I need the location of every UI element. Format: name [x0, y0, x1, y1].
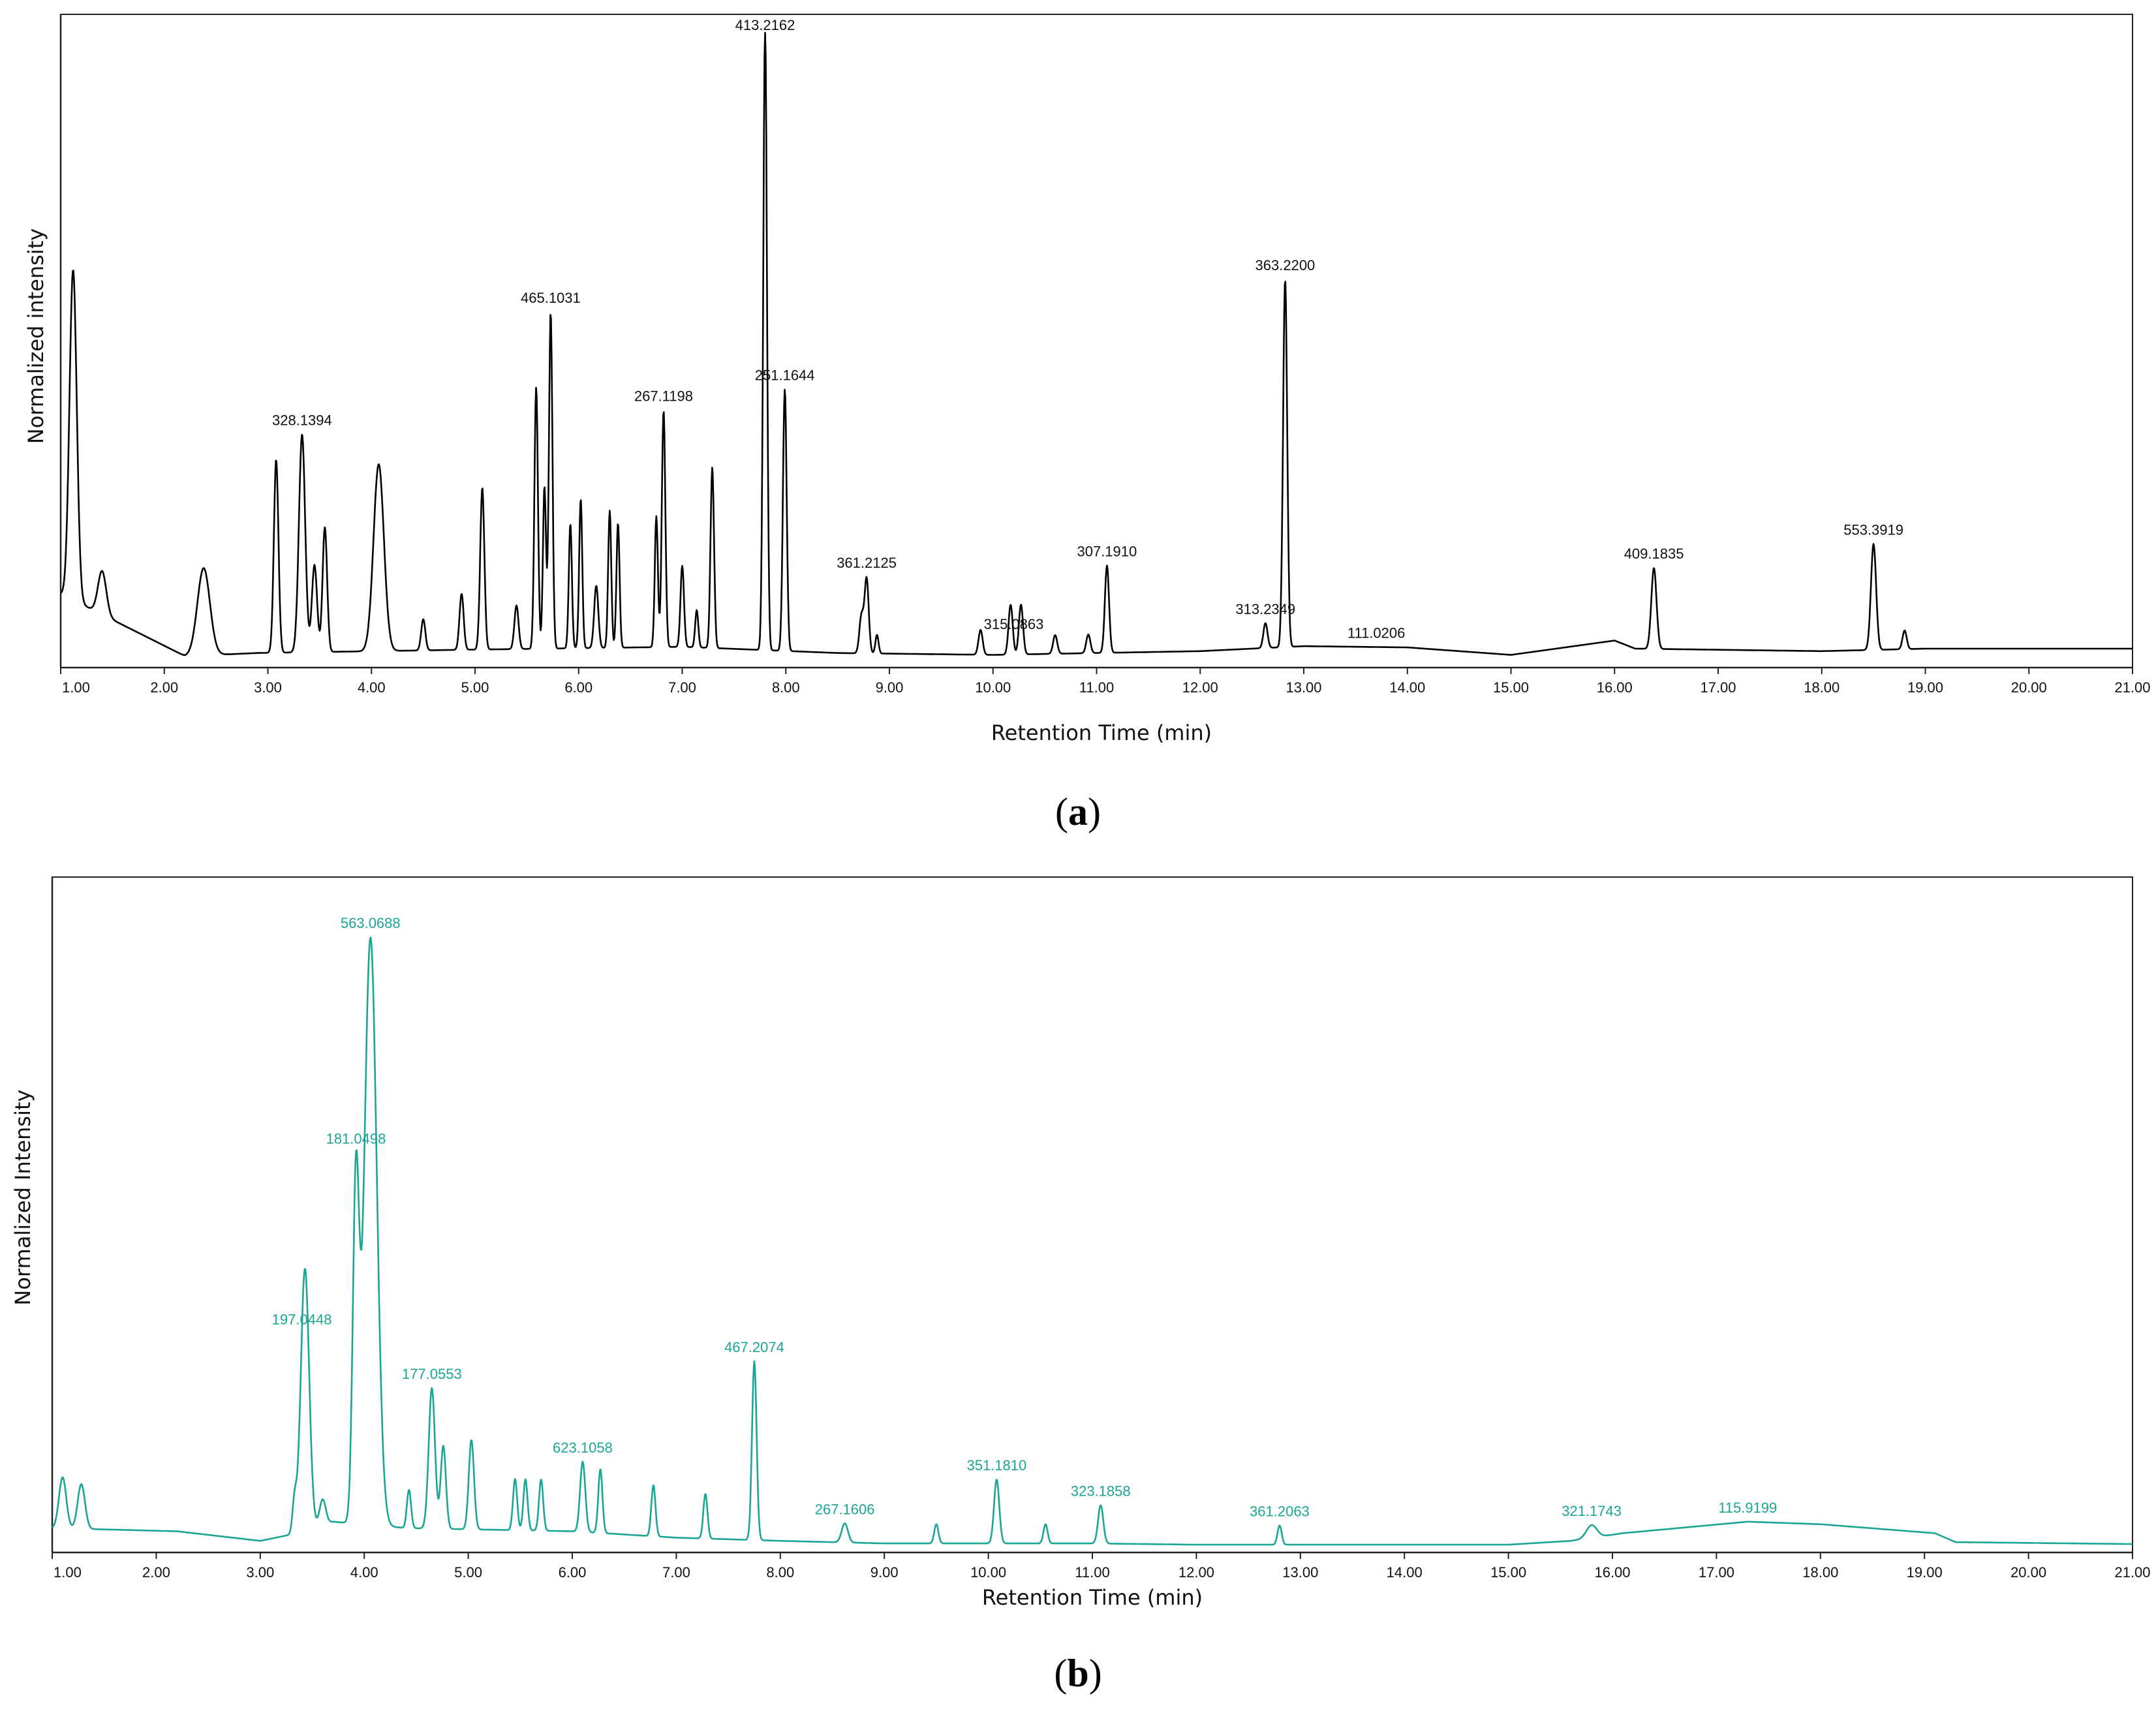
x-tick-label: 4.00 [358, 679, 386, 696]
peak-label: 553.3919 [1843, 522, 1903, 538]
peak-label: 328.1394 [272, 412, 332, 428]
peak-label: 363.2200 [1255, 257, 1316, 273]
peak-label: 307.1910 [1077, 544, 1137, 560]
x-tick-label: 20.00 [2011, 679, 2047, 696]
chromatogram-trace-b [52, 936, 2133, 1546]
peak-label: 181.0498 [326, 1131, 386, 1147]
x-tick-label: 6.00 [564, 679, 593, 696]
x-tick-label: 7.00 [668, 679, 696, 696]
peak-label: 623.1058 [553, 1440, 613, 1456]
x-tick-label: 14.00 [1387, 1564, 1423, 1581]
peak-label: 177.0553 [402, 1366, 462, 1382]
x-ticks-b: 1.00 2.00 3.00 4.00 5.00 6.00 7.00 8.00 9.00 10.0… [52, 1552, 2151, 1581]
x-tick-label: 10.00 [970, 1564, 1006, 1581]
x-tick-label: 4.00 [350, 1564, 378, 1581]
peak-label: 111.0206 [1348, 625, 1406, 641]
chart-panel-b: 1.00 2.00 3.00 4.00 5.00 6.00 7.00 8.00 9.00 10.0… [10, 876, 2151, 1610]
panel-letter-a: a [1068, 790, 1088, 833]
plot-frame-a [60, 14, 2133, 668]
x-tick-label: 2.00 [150, 679, 178, 696]
x-tick-label: 2.00 [142, 1564, 170, 1581]
x-tick-label: 10.00 [975, 679, 1011, 696]
peak-label: 409.1835 [1624, 546, 1684, 562]
panel-caption-a: (a) [1055, 790, 1101, 833]
x-axis-title-b: Retention Time (min) [982, 1585, 1203, 1610]
peak-label: 467.2074 [724, 1339, 784, 1355]
x-tick-label: 17.00 [1700, 679, 1736, 696]
peak-label: 361.2063 [1250, 1504, 1310, 1520]
peak-label: 351.1810 [966, 1457, 1026, 1474]
peak-label: 465.1031 [521, 290, 581, 306]
x-tick-label: 3.00 [246, 1564, 274, 1581]
panel-letter-b: b [1067, 1652, 1089, 1695]
peak-label: 115.9199 [1718, 1500, 1777, 1516]
x-tick-label: 17.00 [1699, 1564, 1734, 1581]
x-tick-label: 21.00 [2114, 1564, 2150, 1581]
x-tick-label: 21.00 [2114, 679, 2150, 696]
x-tick-label: 7.00 [662, 1564, 690, 1581]
x-tick-label: 13.00 [1286, 679, 1321, 696]
x-tick-label: 9.00 [876, 679, 904, 696]
x-tick-label: 12.00 [1182, 679, 1218, 696]
y-axis-title-b: Normalized Intensity [10, 1090, 35, 1306]
x-ticks-a: 1.00 2.00 3.00 4.00 5.00 6.00 7.00 8.00 9.00 10.0… [60, 668, 2151, 696]
peak-label: 251.1644 [755, 367, 815, 383]
x-tick-label: 19.00 [1907, 679, 1943, 696]
x-tick-label: 18.00 [1802, 1564, 1838, 1581]
x-tick-label: 15.00 [1493, 679, 1529, 696]
y-axis-title-a: Normalized intensity [23, 228, 48, 444]
peak-label: 361.2125 [837, 555, 897, 571]
x-tick-label: 11.00 [1079, 679, 1114, 696]
x-tick-label: 15.00 [1490, 1564, 1526, 1581]
x-tick-label: 18.00 [1804, 679, 1840, 696]
peak-label: 313.2349 [1235, 601, 1295, 617]
x-tick-label: 1.00 [54, 1564, 82, 1581]
chart-panel-a: 1.00 2.00 3.00 4.00 5.00 6.00 7.00 8.00 9.00 10.0… [23, 14, 2151, 745]
x-tick-label: 16.00 [1594, 1564, 1630, 1581]
x-tick-label: 19.00 [1907, 1564, 1943, 1581]
x-tick-label: 16.00 [1597, 679, 1633, 696]
peak-labels-b: 197.0448 181.0498 563.0688 177.0553 623.1058… [272, 915, 1778, 1520]
x-tick-label: 5.00 [454, 1564, 482, 1581]
peak-label: 321.1743 [1562, 1503, 1622, 1519]
peak-label: 563.0688 [341, 915, 401, 931]
x-tick-label: 20.00 [2010, 1564, 2046, 1581]
peak-label: 323.1858 [1071, 1483, 1131, 1500]
x-tick-label: 13.00 [1282, 1564, 1318, 1581]
x-tick-label: 8.00 [772, 679, 800, 696]
panel-caption-b: (b) [1054, 1652, 1102, 1695]
plot-frame-b [52, 876, 2133, 1553]
x-tick-label: 3.00 [254, 679, 282, 696]
peak-label: 197.0448 [272, 1311, 332, 1327]
x-tick-label: 1.00 [62, 679, 90, 696]
x-tick-label: 5.00 [461, 679, 489, 696]
x-tick-label: 11.00 [1075, 1564, 1109, 1581]
x-axis-title-a: Retention Time (min) [991, 720, 1212, 745]
peak-label: 413.2162 [735, 17, 795, 33]
x-tick-label: 6.00 [559, 1564, 587, 1581]
peak-label: 267.1606 [815, 1501, 875, 1517]
x-tick-label: 9.00 [870, 1564, 899, 1581]
peak-labels-a: 328.1394 465.1031 267.1198 413.2162 251.1644… [272, 17, 1903, 641]
x-tick-label: 8.00 [766, 1564, 794, 1581]
x-tick-label: 14.00 [1389, 679, 1425, 696]
peak-label: 315.0863 [984, 616, 1044, 632]
peak-label: 267.1198 [634, 388, 693, 405]
x-tick-label: 12.00 [1178, 1564, 1214, 1581]
chromatogram-trace-a [60, 31, 2133, 656]
